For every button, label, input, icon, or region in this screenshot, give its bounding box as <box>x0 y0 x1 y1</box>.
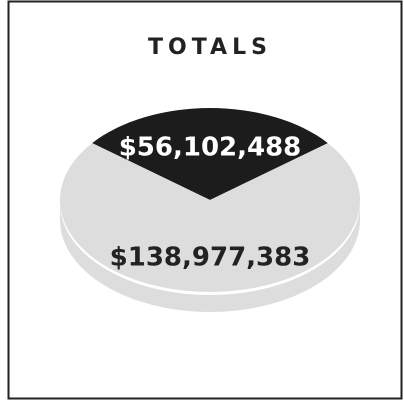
chart-title: TOTALS <box>148 35 272 60</box>
value-label: $138,977,383 <box>110 243 311 273</box>
value-label: $56,102,488 <box>119 133 302 163</box>
pie-slice <box>60 143 361 292</box>
pie-slice <box>92 107 328 200</box>
